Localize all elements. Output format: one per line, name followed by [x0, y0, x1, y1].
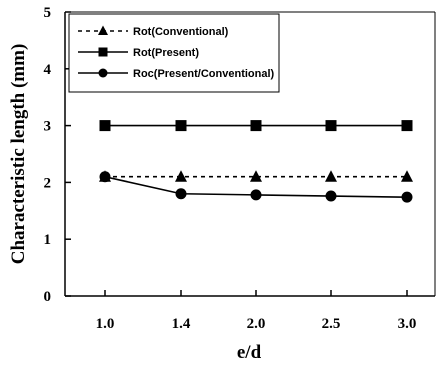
x-tick-label: 1.0	[96, 316, 115, 332]
data-point	[325, 190, 337, 202]
data-point	[250, 120, 262, 132]
data-point	[250, 170, 262, 182]
series-1	[99, 170, 413, 182]
data-point	[175, 170, 187, 182]
data-point	[325, 120, 337, 132]
y-tick-label: 4	[44, 62, 52, 78]
legend-marker	[98, 25, 108, 35]
y-axis-ticks: 0 1 2 3 4 5	[44, 5, 71, 305]
series-2	[99, 120, 413, 132]
y-tick-label: 1	[44, 232, 52, 248]
legend-item-1: Rot(Conventional)	[78, 25, 229, 38]
y-tick-label: 3	[44, 119, 52, 135]
series-layer	[99, 120, 413, 203]
legend-label: Rot(Conventional)	[133, 26, 229, 38]
plot-frame	[64, 11, 436, 297]
series-3	[99, 171, 413, 203]
data-point	[250, 189, 262, 201]
x-tick-label: 2.5	[322, 316, 341, 332]
legend-item-2: Rot(Present)	[78, 47, 199, 59]
x-axis-ticks: 1.0 1.4 2.0 2.5 3.0	[96, 290, 417, 332]
data-point	[325, 170, 337, 182]
y-tick-label: 5	[44, 5, 52, 21]
data-point	[401, 120, 413, 132]
legend-items: Rot(Conventional) Rot(Present) Roc(Present…	[78, 25, 275, 80]
legend-marker	[98, 47, 108, 57]
x-tick-label: 2.0	[247, 316, 266, 332]
legend-label: Rot(Present)	[133, 47, 199, 59]
legend-marker	[98, 68, 108, 78]
y-axis-title: Characteristic length (mm)	[8, 44, 29, 265]
legend-item-3: Roc(Present/Conventional)	[78, 68, 275, 80]
data-point	[175, 188, 187, 200]
data-point	[401, 170, 413, 182]
data-point	[401, 191, 413, 203]
legend-label: Roc(Present/Conventional)	[133, 68, 275, 80]
x-tick-label: 3.0	[398, 316, 417, 332]
y-tick-label: 2	[44, 175, 52, 191]
data-point	[99, 120, 111, 132]
x-axis-title: e/d	[237, 342, 262, 363]
y-tick-label: 0	[44, 289, 52, 305]
data-point	[175, 120, 187, 132]
x-tick-label: 1.4	[172, 316, 191, 332]
legend: Rot(Conventional) Rot(Present) Roc(Present…	[68, 13, 280, 93]
data-point	[99, 171, 111, 183]
